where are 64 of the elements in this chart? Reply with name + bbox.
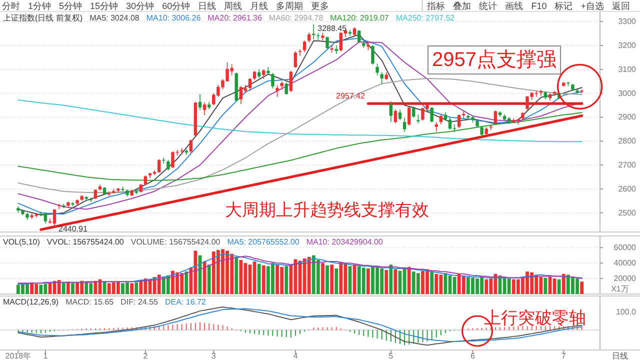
x-tick-label: 3 xyxy=(211,352,216,360)
annotation: 上行突破零轴 xyxy=(484,308,586,328)
y-tick-label: 2600 xyxy=(618,184,637,194)
text: 多周期 xyxy=(276,1,304,11)
y-tick-label: 40000 xyxy=(614,258,637,268)
annotation: 大周期上升趋势线支撑有效 xyxy=(225,200,429,220)
y-tick-label: 60000 xyxy=(614,243,637,252)
y-axis-title: X1万 xyxy=(611,284,629,294)
x-tick-label: 5 xyxy=(388,352,394,360)
y-tick-label: 2900 xyxy=(618,112,637,122)
text: MA5: 3024.08 xyxy=(90,14,140,22)
text: MA120: 2919.07 xyxy=(330,14,390,22)
x-tick-label: 2 xyxy=(143,352,148,360)
y-tick-label: 3200 xyxy=(618,40,637,50)
text: 统计 xyxy=(479,1,498,11)
text: 5分钟 xyxy=(59,1,82,11)
annotation: 2957点支撑强 xyxy=(432,49,556,71)
chart-title: MACD(12,26,9) xyxy=(3,298,59,306)
y-tick-label: 2700 xyxy=(618,160,637,170)
chart-title: 上证指数(日线 前复权) xyxy=(3,14,83,22)
text: 返回 xyxy=(612,1,630,11)
text: 15分钟 xyxy=(90,1,118,11)
chart-subtitle: VVOL: 156755424.00 xyxy=(46,238,124,246)
text: MA20: 2961.36 xyxy=(208,14,262,22)
text: MACD: 15.65 xyxy=(66,298,114,306)
text: MA10: 203429904.00 xyxy=(306,238,384,246)
text: MA60: 2994.78 xyxy=(268,14,324,22)
text: DIF: 24.55 xyxy=(120,298,159,306)
text: 100.0 xyxy=(616,308,637,316)
x-tick-label: 4 xyxy=(293,352,298,360)
text: 60分钟 xyxy=(162,1,190,11)
text: 1分钟 xyxy=(28,1,52,11)
text: 分时 xyxy=(2,1,20,11)
y-tick-label: 2800 xyxy=(618,136,637,146)
series-label: DEA: 16.72 xyxy=(164,298,206,306)
text: 画线 xyxy=(505,1,524,11)
x-tick-label: 1 xyxy=(43,352,48,360)
y-tick-label: 3100 xyxy=(618,64,637,74)
text: 月线 xyxy=(250,1,268,11)
chart-title: VOL(5,10) xyxy=(3,238,40,246)
series-label: MA5: 205765552.00 xyxy=(227,238,300,246)
annotation: VOLUME: 156755424.00 xyxy=(130,238,221,246)
annotation: 2957.42 xyxy=(336,92,366,100)
x-tick-label: 6 xyxy=(470,352,476,360)
y-tick-label: 2500 xyxy=(618,208,637,218)
x-tick-label: 2018年 xyxy=(5,352,32,360)
text: 更多 xyxy=(311,1,330,11)
annotation: 3288.45 xyxy=(318,24,348,33)
text: +自选 xyxy=(580,1,604,11)
text: 标记 xyxy=(554,1,573,11)
text: MA250: 2797.52 xyxy=(396,14,456,22)
text: 周线 xyxy=(224,1,242,11)
y-tick-label: 20000 xyxy=(614,274,637,284)
text: MA10: 3006.26 xyxy=(146,14,202,22)
text: F10 xyxy=(531,1,547,11)
text: 日线 xyxy=(612,352,628,360)
text: 30分钟 xyxy=(126,1,154,11)
text: 指标 xyxy=(426,1,446,11)
text: 叠加 xyxy=(453,1,472,11)
y-tick-label: 3000 xyxy=(618,88,637,98)
y-tick-label: 3300 xyxy=(618,17,637,26)
annotation: 2440.91 xyxy=(58,224,88,234)
x-tick-label: 7 xyxy=(561,352,566,360)
text: 日线 xyxy=(198,1,216,11)
